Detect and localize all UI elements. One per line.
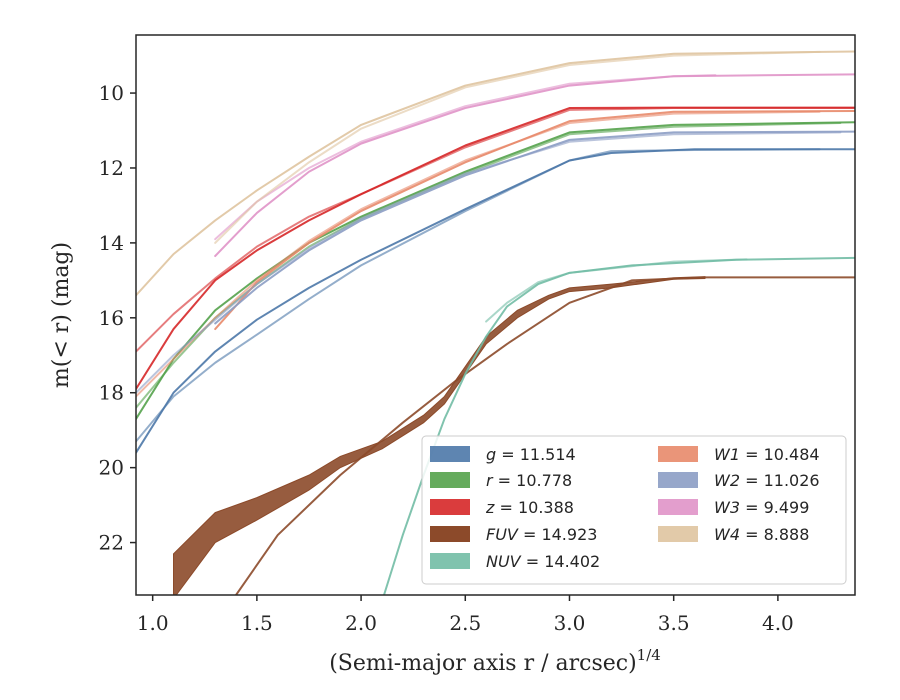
x-tick-label: 2.5 <box>449 611 481 635</box>
legend-swatch-w1 <box>658 446 698 462</box>
legend-swatch-g <box>430 446 470 462</box>
series-line-g-1 <box>136 148 855 454</box>
legend: g = 11.514 r = 10.778 z = 10.388 FUV = 14.9… <box>421 435 847 585</box>
legend-label-nuv: NUV = 14.402 <box>486 552 600 571</box>
legend-label-r: r = 10.778 <box>486 471 572 490</box>
series-line-w4-1 <box>136 50 855 297</box>
series-line-w2-1 <box>214 130 855 325</box>
legend-label-g: g = 11.514 <box>486 445 576 464</box>
legend-label-w4: W4 = 8.888 <box>714 525 809 544</box>
series-line-fuv-1 <box>235 276 855 595</box>
x-tick-label: 3.5 <box>658 611 690 635</box>
y-tick-label: 14 <box>99 231 124 255</box>
legend-swatch-z <box>430 499 470 515</box>
x-tick-label: 3.0 <box>554 611 586 635</box>
x-axis-label: (Semi-major axis r / arcsec)1/4 <box>329 646 661 676</box>
y-tick-label: 16 <box>99 306 124 330</box>
legend-swatch-w2 <box>658 472 698 488</box>
x-axis: 1.0 1.5 2.0 2.5 3.0 3.5 4.0 <box>137 595 794 635</box>
y-tick-label: 22 <box>99 531 124 555</box>
series-line-w2-2 <box>136 131 842 394</box>
plot-frame <box>135 34 856 596</box>
legend-swatch-nuv <box>430 553 470 569</box>
y-axis-label: m(< r) (mag) <box>49 242 74 388</box>
legend-label-z: z = 10.388 <box>485 498 574 517</box>
y-axis: 10 12 14 16 18 20 22 <box>99 81 136 555</box>
x-tick-label: 1.0 <box>137 611 169 635</box>
x-tick-label: 1.5 <box>241 611 273 635</box>
legend-frame <box>421 435 847 585</box>
series-line-w3-1 <box>214 73 855 258</box>
legend-label-w3: W3 = 9.499 <box>714 498 809 517</box>
legend-swatch-fuv <box>430 526 470 542</box>
y-tick-label: 12 <box>99 156 124 180</box>
legend-swatch-w3 <box>658 499 698 515</box>
series-line-z-1 <box>136 106 855 390</box>
series-line-r-1 <box>136 121 855 420</box>
x-axis-label-superscript: 1/4 <box>637 646 661 664</box>
series-band-fuv <box>173 276 706 595</box>
legend-swatch-w4 <box>658 526 698 542</box>
legend-swatch-r <box>430 472 470 488</box>
x-tick-label: 4.0 <box>762 611 794 635</box>
y-tick-label: 10 <box>99 81 124 105</box>
series-line-g-2 <box>136 148 821 443</box>
series-line-w3-2 <box>214 74 717 241</box>
legend-label-w1: W1 = 10.484 <box>714 445 820 464</box>
series-line-w4-2 <box>214 50 821 244</box>
legend-label-w2: W2 = 11.026 <box>714 471 820 490</box>
series-line-nuv-2 <box>485 258 748 323</box>
legend-label-fuv: FUV = 14.923 <box>486 525 597 544</box>
series-line-w1-1 <box>214 110 855 331</box>
plot-area <box>136 50 855 595</box>
y-tick-label: 20 <box>99 456 124 480</box>
series-line-z-2 <box>136 107 855 353</box>
x-tick-label: 2.0 <box>345 611 377 635</box>
y-tick-label: 18 <box>99 381 124 405</box>
